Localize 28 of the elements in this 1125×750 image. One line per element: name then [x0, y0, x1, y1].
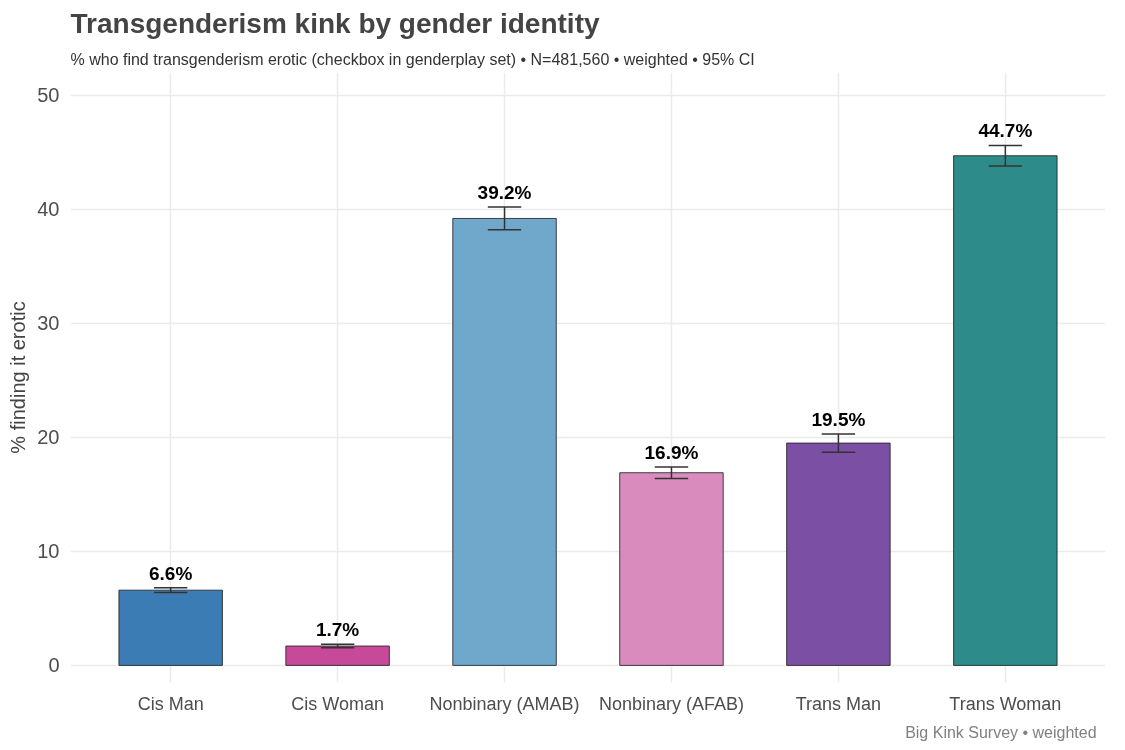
- bar: [953, 155, 1058, 666]
- y-tick-label: 40: [37, 198, 60, 221]
- y-tick-label: 0: [48, 654, 60, 677]
- chart-title: Transgenderism kink by gender identity: [70, 7, 600, 39]
- data-label: 19.5%: [811, 408, 866, 430]
- x-tick-label: Nonbinary (AMAB): [429, 693, 580, 714]
- data-label: 6.6%: [149, 562, 193, 584]
- x-tick-label: Trans Man: [795, 693, 882, 714]
- y-tick-label: 50: [37, 84, 60, 107]
- bar: [619, 472, 724, 666]
- x-tick-label: Cis Man: [137, 693, 204, 714]
- y-axis-title: % finding it erotic: [7, 301, 30, 454]
- data-label: 39.2%: [477, 182, 532, 204]
- data-label: 16.9%: [644, 442, 699, 463]
- y-tick-label: 10: [37, 540, 60, 563]
- y-tick-label: 30: [37, 312, 60, 335]
- bar: [285, 645, 390, 666]
- x-tick-label: Trans Woman: [949, 693, 1062, 714]
- chart-subtitle: % who find transgenderism erotic (checkbox in genderplay set) • N=481,560 • weighted • 95% CI: [70, 50, 755, 68]
- x-tick-label: Nonbinary (AFAB): [598, 693, 744, 714]
- bar: [118, 589, 223, 666]
- y-tick-label: 20: [37, 426, 60, 449]
- data-label: 1.7%: [315, 619, 360, 641]
- text: Big Kink Survey • weighted: [905, 723, 1097, 741]
- data-label: 44.7%: [978, 120, 1033, 142]
- bar: [452, 218, 557, 666]
- bar: [786, 442, 891, 666]
- x-tick-label: Cis Woman: [291, 693, 384, 714]
